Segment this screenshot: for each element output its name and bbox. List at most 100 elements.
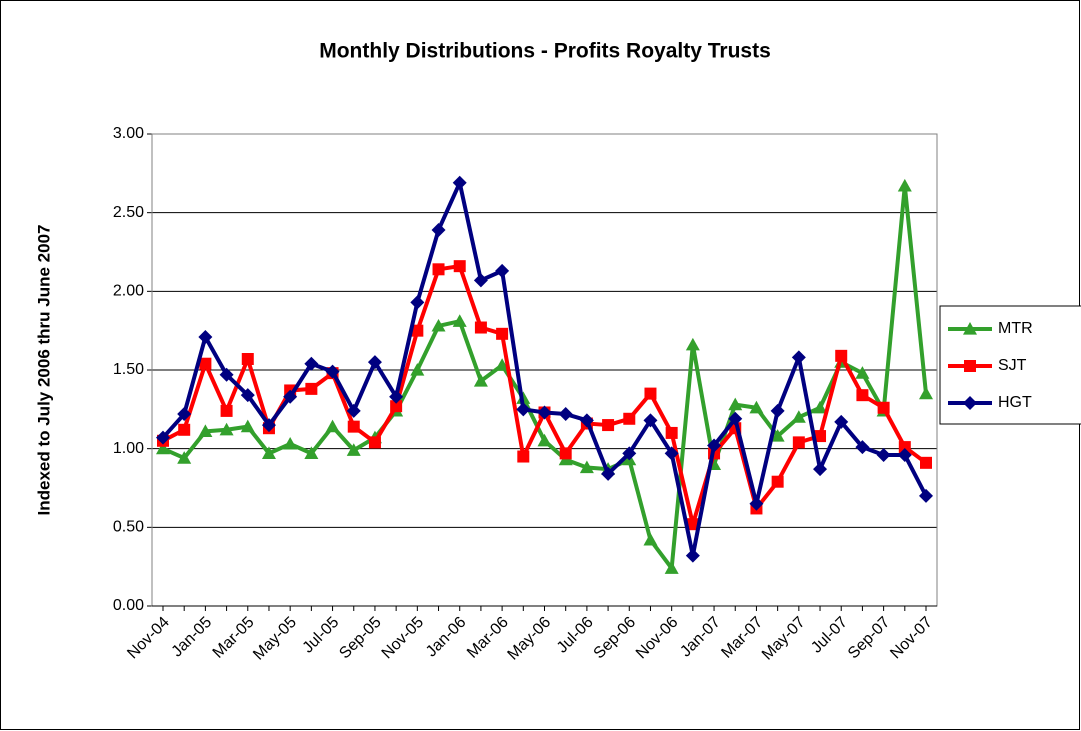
data-point [855, 366, 870, 379]
y-tick-label: 0.00 [113, 597, 144, 614]
data-point [198, 329, 213, 344]
data-point [920, 456, 932, 469]
data-point [897, 178, 912, 192]
legend-marker [964, 360, 976, 372]
data-point [240, 419, 255, 433]
y-tick-label: 2.50 [113, 204, 144, 221]
data-point [579, 460, 594, 474]
data-point [432, 263, 445, 276]
data-point [473, 374, 488, 387]
data-point [452, 314, 467, 327]
data-point [240, 388, 255, 403]
data-point [707, 438, 722, 453]
data-point [876, 447, 891, 462]
data-point [579, 413, 594, 428]
data-point [728, 411, 743, 426]
data-point [749, 496, 764, 511]
y-tick-label: 0.50 [113, 519, 144, 536]
data-point [346, 403, 361, 418]
data-point [453, 260, 466, 273]
y-tick-label: 1.50 [113, 361, 144, 378]
data-point [219, 422, 234, 436]
data-point [347, 420, 360, 433]
data-point [770, 429, 785, 442]
data-point [622, 446, 637, 461]
data-point [856, 389, 869, 402]
data-point [665, 426, 678, 439]
data-point [473, 273, 488, 288]
data-point [602, 419, 615, 432]
data-point [452, 175, 467, 190]
data-point [368, 436, 381, 449]
data-point [835, 349, 848, 362]
data-point [431, 222, 446, 237]
data-point [156, 430, 170, 445]
legend-label: HGT [998, 394, 1032, 411]
data-point [325, 419, 340, 433]
data-point [156, 441, 170, 455]
data-point [177, 407, 192, 422]
data-point [791, 350, 806, 365]
data-point [198, 424, 213, 437]
data-point [558, 407, 573, 422]
data-point [495, 358, 510, 371]
data-point [410, 295, 425, 310]
data-point [219, 367, 234, 382]
legend-marker [963, 322, 977, 335]
data-point [516, 402, 531, 417]
data-point [389, 389, 404, 404]
legend-marker [963, 396, 977, 410]
data-point [304, 356, 319, 371]
data-point [559, 447, 572, 460]
data-point [664, 446, 679, 461]
data-point [791, 410, 806, 423]
data-point [897, 447, 912, 462]
data-point [919, 386, 933, 400]
data-point [305, 382, 318, 395]
chart-title: Monthly Distributions - Profits Royalty … [319, 40, 771, 63]
data-point [685, 548, 700, 563]
data-point [283, 389, 298, 404]
data-point [623, 412, 636, 425]
data-point [261, 418, 276, 433]
data-point [220, 404, 233, 417]
y-tick-label: 1.00 [113, 440, 144, 457]
data-point [855, 440, 870, 455]
data-point [770, 403, 785, 418]
data-point [411, 324, 424, 337]
data-point [601, 466, 616, 481]
data-point [749, 400, 764, 414]
y-axis-title: Indexed to July 2006 thru June 2007 [34, 224, 53, 515]
data-point [643, 532, 658, 546]
data-point [177, 451, 192, 464]
data-point [517, 450, 530, 463]
data-point [410, 363, 425, 376]
data-point [283, 436, 298, 450]
data-point [367, 355, 382, 370]
y-tick-label: 3.00 [113, 125, 144, 142]
data-point [813, 462, 828, 477]
data-point [537, 433, 552, 447]
data-point [474, 321, 487, 334]
data-point [431, 318, 446, 332]
data-point [178, 423, 191, 436]
data-point [898, 441, 911, 454]
data-point [537, 405, 552, 420]
data-point [644, 387, 657, 400]
data-point [834, 414, 849, 429]
data-point [664, 561, 679, 574]
data-point [728, 397, 743, 411]
data-point [919, 488, 933, 503]
data-point [496, 327, 509, 340]
data-point [199, 357, 212, 370]
data-point [877, 401, 890, 414]
data-point [304, 446, 319, 459]
y-tick-label: 2.00 [113, 283, 144, 300]
legend-label: SJT [998, 357, 1027, 374]
data-point [686, 518, 699, 531]
data-point [643, 413, 658, 428]
data-point [261, 446, 276, 459]
legend-label: MTR [998, 320, 1033, 337]
